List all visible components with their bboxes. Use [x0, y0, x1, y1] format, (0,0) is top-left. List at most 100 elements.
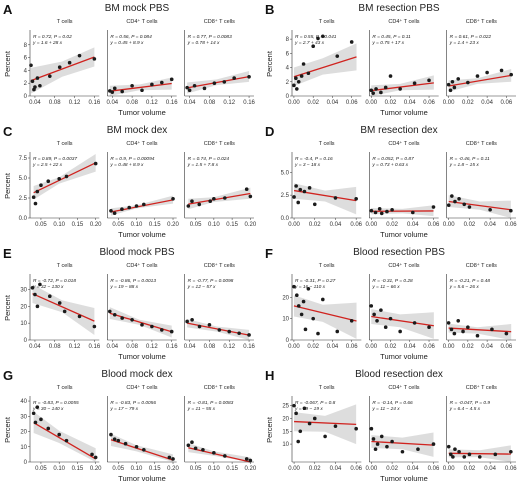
data-point [373, 447, 378, 451]
data-point [190, 199, 194, 203]
y-tick-label: 40 [20, 399, 27, 405]
data-point [232, 76, 236, 80]
data-point [411, 210, 415, 215]
data-point [306, 71, 311, 76]
subplot-title: CD4⁺ T cells [388, 384, 419, 391]
regression-line [448, 452, 511, 455]
x-tick-label: 0.12 [223, 100, 235, 106]
x-tick-label: 0.04 [184, 100, 196, 106]
y-axis-label: Percent [3, 294, 12, 321]
data-point [446, 203, 451, 207]
data-point [509, 208, 513, 213]
data-point [201, 448, 205, 452]
x-tick-label: 0.00 [366, 466, 378, 472]
data-point [316, 331, 320, 336]
data-point [354, 426, 358, 431]
data-point [400, 449, 405, 454]
x-tick-label: 0.04 [484, 222, 496, 228]
panel-c: C BM mock dex Percent Tumor volume T cells R … [3, 124, 257, 239]
stat-r-p: R = 0.72, P = 0.02 [33, 34, 72, 40]
data-point [38, 282, 42, 287]
data-point [466, 325, 470, 329]
y-tick-label: 0 [286, 94, 290, 100]
data-point [321, 297, 325, 302]
data-point [427, 78, 431, 83]
x-tick-label: 0.00 [365, 344, 377, 350]
x-tick-label: 0.20 [167, 222, 179, 228]
data-point [187, 88, 192, 93]
stat-equation: y = 0.75 + 17 x [371, 40, 404, 46]
panel-letter: E [3, 246, 12, 261]
data-point [169, 77, 174, 82]
data-point [398, 87, 402, 91]
x-tick-label: 0.06 [423, 344, 435, 350]
data-point [383, 325, 388, 329]
subplot-title: T cells [57, 385, 73, 391]
subplot-title: T cells [319, 141, 335, 147]
subplot-title: CD8⁺ T cells [466, 140, 497, 147]
stat-r-p: R = -0.31, P = 0.27 [295, 278, 336, 284]
data-point [299, 74, 304, 78]
panel-title: Blood resection PBS [353, 247, 445, 258]
data-point [509, 449, 513, 454]
data-point [93, 161, 98, 166]
data-point [186, 443, 191, 448]
data-point [208, 199, 213, 203]
y-tick-label: 25 [282, 404, 289, 410]
subplot-cd8-t-cells: CD8⁺ T cells R = -0.46, P = 0.11y = 1.8 −… [443, 140, 517, 228]
data-point [110, 90, 115, 94]
data-point [212, 197, 216, 201]
data-point [302, 406, 307, 411]
data-point [453, 447, 457, 451]
subplot-title: CD8⁺ T cells [204, 140, 235, 147]
data-point [306, 287, 311, 291]
data-point [466, 80, 470, 85]
x-tick-label: 0.04 [29, 100, 41, 106]
stat-r-p: R = 0.45, P = 0.11 [372, 34, 411, 40]
data-point [371, 437, 376, 441]
data-point [33, 85, 37, 89]
x-tick-label: 0.08 [204, 100, 216, 106]
regression-line [110, 439, 174, 461]
x-tick-label: 0.02 [464, 466, 476, 472]
data-point [109, 209, 113, 213]
data-point [296, 439, 301, 444]
regression-line [293, 305, 357, 322]
panel-g: G Blood mock dex Percent Tumor volume T cell… [3, 368, 257, 483]
data-point [39, 417, 43, 422]
data-point [77, 314, 82, 319]
confidence-band [371, 75, 434, 96]
subplot-cd8-t-cells: CD8⁺ T cells R = -0.047, P = 0.9y = 6.4 −… [443, 384, 517, 472]
confidence-band [30, 47, 95, 94]
data-point [30, 79, 35, 84]
data-point [171, 197, 175, 201]
data-point [48, 74, 52, 78]
x-tick-label: 0.02 [307, 344, 319, 350]
data-point [311, 44, 315, 49]
subplot-cd4-t-cells: CD4⁺ T cells R = 0.052, P = 0.87y = 0.73 … [366, 140, 440, 228]
confidence-band [33, 411, 96, 462]
x-tick-label: 0.05 [112, 466, 124, 472]
x-tick-label: 0.05 [112, 222, 124, 228]
stat-r-p: R = -0.83, P = 0.0055 [33, 400, 79, 406]
y-axis-label: Percent [265, 50, 274, 77]
data-point [292, 403, 296, 408]
x-tick-label: 0.02 [386, 466, 398, 472]
data-point [247, 75, 251, 79]
data-point [462, 202, 467, 207]
stat-equation: y = 11 − 66 x [371, 284, 400, 290]
regression-line [109, 82, 172, 92]
x-tick-label: 0.20 [245, 466, 257, 472]
data-point [192, 83, 197, 88]
data-point [369, 426, 374, 431]
data-point [323, 434, 327, 439]
confidence-band [293, 295, 357, 339]
data-point [299, 312, 304, 317]
data-point [33, 292, 37, 297]
panel-letter: D [265, 124, 274, 139]
data-point [134, 204, 139, 208]
y-tick-label: 10 [282, 317, 289, 323]
data-point [372, 312, 376, 317]
